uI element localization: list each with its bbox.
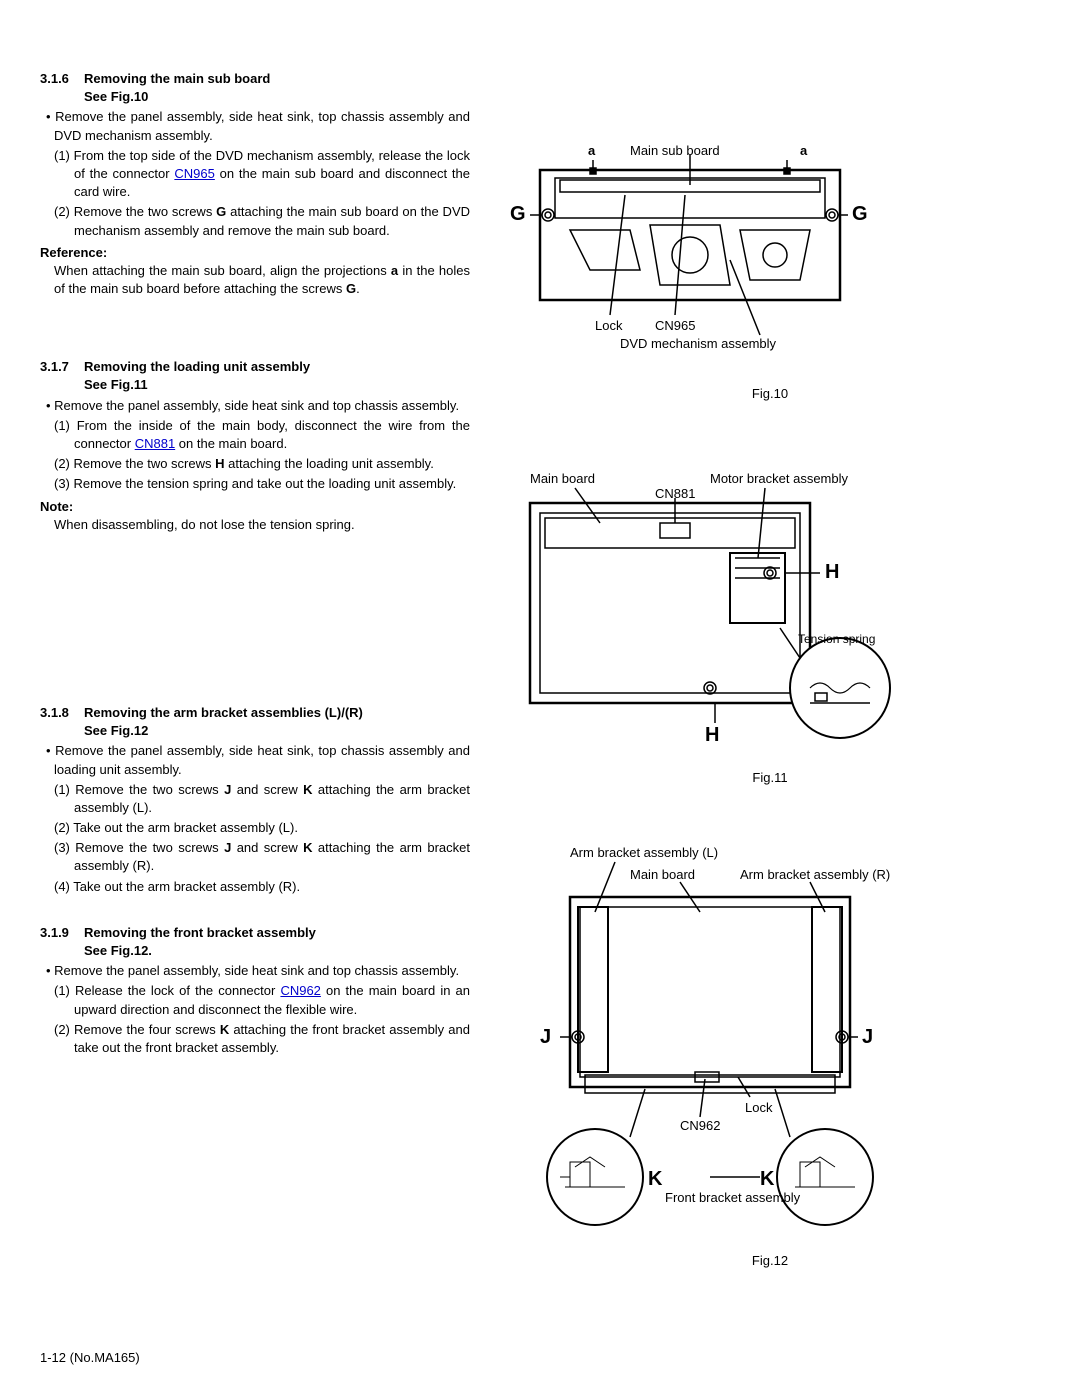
label-H: H (705, 724, 719, 746)
cn881-link[interactable]: CN881 (135, 436, 175, 451)
figure-10: a a Main sub board G G Lock CN965 DVD me… (500, 120, 1040, 403)
section-316: 3.1.6Removing the main sub board See Fig… (40, 70, 470, 298)
label-main-board: Main board (530, 471, 595, 486)
figure-12: Arm bracket assembly (L) Main board Arm … (500, 817, 1040, 1270)
label-main-board: Main board (630, 867, 695, 882)
label-J: J (540, 1026, 551, 1048)
right-column: a a Main sub board G G Lock CN965 DVD me… (500, 70, 1040, 1270)
label-arm-l: Arm bracket assembly (L) (570, 845, 718, 860)
section-number: 3.1.8 (40, 704, 84, 722)
section-title: Removing the main sub board (84, 71, 270, 86)
section-number: 3.1.9 (40, 924, 84, 942)
section-317: 3.1.7Removing the loading unit assembly … (40, 358, 470, 534)
label-cn962: CN962 (680, 1118, 720, 1133)
section-title: Removing the front bracket assembly (84, 925, 316, 940)
label-K: K (760, 1168, 775, 1190)
figure-11: Main board Motor bracket assembly CN881 … (500, 443, 1040, 786)
label-lock: Lock (745, 1100, 773, 1115)
bullet-text: Remove the panel assembly, side heat sin… (40, 397, 470, 415)
step-1: (1) From the top side of the DVD mechani… (40, 147, 470, 202)
step-3: (3) Remove the tension spring and take o… (40, 475, 470, 493)
label-cn881: CN881 (655, 486, 695, 501)
label-dvd: DVD mechanism assembly (620, 336, 777, 351)
fig12-caption: Fig.12 (500, 1252, 1040, 1270)
section-number: 3.1.7 (40, 358, 84, 376)
bullet-text: Remove the panel assembly, side heat sin… (40, 962, 470, 980)
label-a: a (588, 143, 596, 158)
bullet-text: Remove the panel assembly, side heat sin… (40, 742, 470, 778)
label-main-sub-board: Main sub board (630, 143, 720, 158)
fig12-svg: Arm bracket assembly (L) Main board Arm … (500, 817, 920, 1237)
section-title: Removing the arm bracket assemblies (L)/… (84, 705, 363, 720)
left-column: 3.1.6Removing the main sub board See Fig… (40, 70, 470, 1270)
label-G: G (852, 203, 868, 225)
step-2: (2) Remove the two screws H attaching th… (40, 455, 470, 473)
section-318: 3.1.8Removing the arm bracket assemblies… (40, 704, 470, 896)
label-cn965: CN965 (655, 318, 695, 333)
reference-text: When attaching the main sub board, align… (40, 262, 470, 298)
fig10-svg: a a Main sub board G G Lock CN965 DVD me… (500, 120, 880, 370)
label-H: H (825, 561, 839, 583)
label-lock: Lock (595, 318, 623, 333)
step-2: (2) Remove the two screws G attaching th… (40, 203, 470, 239)
section-see: See Fig.10 (84, 88, 470, 106)
label-a: a (800, 143, 808, 158)
label-J: J (862, 1026, 873, 1048)
section-number: 3.1.6 (40, 70, 84, 88)
cn962-link[interactable]: CN962 (280, 983, 320, 998)
step-2: (2) Take out the arm bracket assembly (L… (40, 819, 470, 837)
fig10-caption: Fig.10 (500, 385, 1040, 403)
step-1: (1) From the inside of the main body, di… (40, 417, 470, 453)
fig11-caption: Fig.11 (500, 769, 1040, 787)
step-1: (1) Remove the two screws J and screw K … (40, 781, 470, 817)
label-G: G (510, 203, 526, 225)
cn965-link[interactable]: CN965 (174, 166, 214, 181)
step-4: (4) Take out the arm bracket assembly (R… (40, 878, 470, 896)
note-text: When disassembling, do not lose the tens… (40, 516, 470, 534)
section-see: See Fig.11 (84, 376, 470, 394)
section-see: See Fig.12 (84, 722, 470, 740)
step-2: (2) Remove the four screws K attaching t… (40, 1021, 470, 1057)
section-title: Removing the loading unit assembly (84, 359, 310, 374)
bullet-text: Remove the panel assembly, side heat sin… (40, 108, 470, 144)
label-motor: Motor bracket assembly (710, 471, 848, 486)
section-319: 3.1.9Removing the front bracket assembly… (40, 924, 470, 1057)
reference-heading: Reference: (40, 244, 470, 262)
label-arm-r: Arm bracket assembly (R) (740, 867, 890, 882)
label-tension: Tension spring (798, 632, 875, 646)
label-front: Front bracket assembly (665, 1190, 801, 1205)
fig11-svg: Main board Motor bracket assembly CN881 … (500, 443, 900, 753)
step-1: (1) Release the lock of the connector CN… (40, 982, 470, 1018)
step-3: (3) Remove the two screws J and screw K … (40, 839, 470, 875)
note-heading: Note: (40, 498, 470, 516)
page-footer: 1-12 (No.MA165) (40, 1349, 140, 1367)
label-K: K (648, 1168, 663, 1190)
section-see: See Fig.12. (84, 942, 470, 960)
